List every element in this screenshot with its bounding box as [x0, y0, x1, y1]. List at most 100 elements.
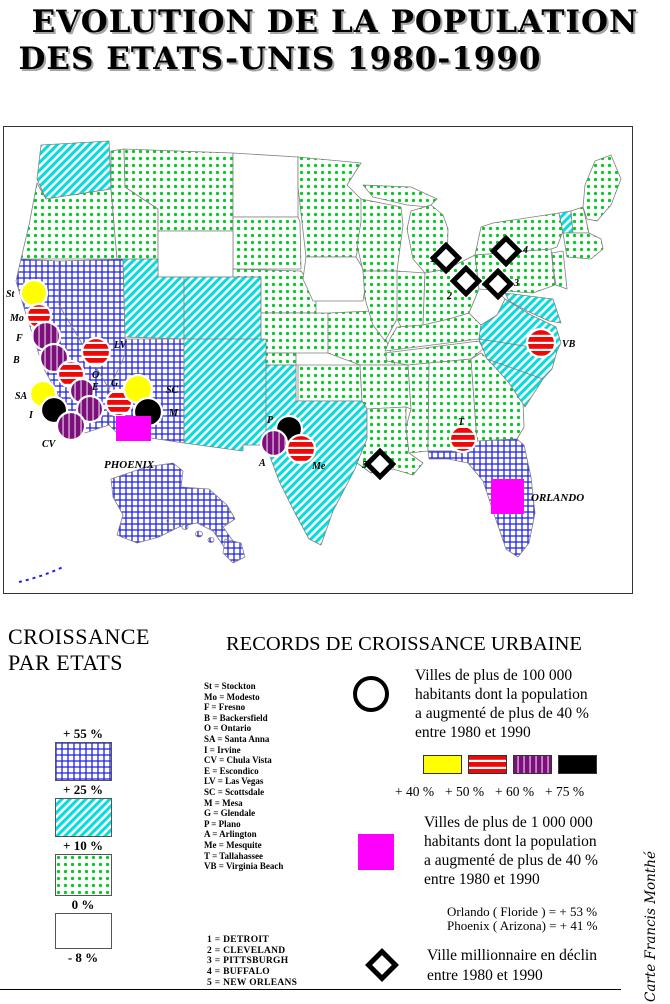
- declining-city-list: 1 = DETROIT 2 = CLEVELAND 3 = PITTSBURGH 4 …: [207, 935, 297, 989]
- city-abbreviation: SA = Santa Anna: [204, 733, 270, 744]
- million-city-icon: [358, 834, 394, 870]
- city-circle-CV: [55, 410, 87, 442]
- declining-city: 2 = CLEVELAND: [207, 945, 286, 956]
- million-rule-text: Villes de plus de 1 000 000 habitants don…: [424, 814, 598, 888]
- states-legend: + 55 % + 25 % + 10 % 0 % - 8 %: [48, 725, 118, 966]
- city-abbreviation: A = Arlington: [204, 829, 257, 840]
- map-label-3: 3: [513, 278, 519, 289]
- map-label-PHOENIX: PHOENIX: [104, 459, 155, 471]
- legend-swatch-cyan-diagonal: [54, 798, 112, 837]
- city-abbreviation: I = Irvine: [204, 744, 241, 755]
- declining-city-diamond-4: [489, 234, 523, 268]
- map-credit: Carte Francis Monthé: [643, 851, 659, 1002]
- map-label-CV: CV: [42, 439, 57, 450]
- example-phoenix: Phoenix ( Arizona) = + 41 %: [447, 917, 598, 933]
- scale-swatch-yellow: [423, 755, 462, 774]
- city-abbreviation: Mo = Modesto: [204, 691, 260, 702]
- aleutian-islands: [18, 566, 64, 583]
- page-title: EVOLUTION DE LA POPULATION DES ETATS-UNI…: [0, 4, 670, 78]
- declining-city-icon: [365, 948, 399, 982]
- map-label-A: A: [258, 458, 266, 469]
- map-label-F: F: [15, 333, 23, 344]
- city-circle-St: [19, 278, 49, 308]
- city-circle-VB: [525, 327, 557, 359]
- growth-scale-labels: + 40 % + 50 % + 60 % + 75 %: [395, 784, 587, 800]
- legend-label-25: + 25 %: [63, 782, 103, 797]
- title-line1: EVOLUTION DE LA POPULATION: [31, 4, 639, 40]
- million-city-square-phoenix: [116, 416, 151, 441]
- map-label-P: P: [267, 415, 274, 426]
- legend-swatch-green-dots: [54, 854, 112, 896]
- city-abbreviation: SC = Scottsdale: [204, 786, 265, 797]
- growth-circle-icon: [353, 676, 389, 712]
- map-label-E: E: [91, 382, 99, 393]
- city-circle-Me: [285, 433, 317, 465]
- declining-city-diamond-3: [481, 267, 515, 301]
- city-abbreviation: T = Tallahassee: [204, 850, 263, 861]
- scale-swatch-purple-stripes: [513, 755, 552, 774]
- declining-city-diamond-5: [363, 447, 397, 481]
- city-abbreviation: St = Stockton: [204, 681, 256, 691]
- declining-city: 4 = BUFFALO: [207, 967, 270, 978]
- map-label-G: G: [111, 378, 119, 389]
- legend-label-minus8: - 8 %: [67, 950, 99, 965]
- map-label-M: M: [168, 408, 179, 419]
- hawaii-islands: [166, 517, 246, 564]
- map-label-VB: VB: [562, 339, 576, 350]
- map-label-T: T: [458, 417, 465, 428]
- legend-swatch-white: [54, 913, 112, 949]
- declining-city: 5 = NEW ORLEANS: [207, 977, 298, 988]
- declining-city: 3 = PITTSBURGH: [207, 956, 289, 967]
- decline-rule-text: Ville millionnaire en déclin entre 1980 e…: [427, 947, 597, 984]
- example-orlando: Orlando ( Floride ) = + 53 %: [447, 904, 598, 919]
- million-city-examples: Orlando ( Floride ) = + 53 % Phoenix ( A…: [447, 905, 597, 932]
- declining-city-diamond-2: [449, 264, 483, 298]
- legend-label-10: + 10 %: [63, 838, 103, 853]
- declining-city: 1 = DETROIT: [207, 935, 270, 945]
- city-markers-layer: St Mo FB OE SAI CV LV G SC M P A Me T VB PHOENIX ORLANDO…: [6, 234, 584, 514]
- states-legend-title: CROISSANCE PAR ETATS: [8, 624, 150, 675]
- map-label-Mo: Mo: [9, 313, 24, 324]
- scale-label-50: + 50 %: [445, 784, 485, 799]
- map-label-SC: SC: [166, 385, 179, 396]
- map-label-B: B: [12, 355, 20, 366]
- city-abbreviation: Me = Mesquite: [204, 839, 262, 850]
- city-abbreviation: CV = Chula Vista: [204, 755, 272, 766]
- city-abbreviation: LV = Las Vegas: [204, 776, 264, 787]
- scale-label-75: + 75 %: [545, 784, 585, 799]
- us-map-frame: St Mo F B O E SA I CV LV G SC M P A Me T VB PHOENIX ORLANDO…: [3, 126, 633, 594]
- map-label-SA: SA: [15, 391, 28, 402]
- scale-label-60: + 60 %: [495, 784, 535, 799]
- legend-label-55: + 55 %: [63, 726, 103, 741]
- city-abbreviation: VB = Virginia Beach: [204, 861, 284, 872]
- map-label-5: 5: [362, 460, 367, 471]
- city-abbreviation: G = Glendale: [204, 808, 256, 819]
- map-label-O: O: [92, 370, 99, 381]
- bottom-rule: [0, 989, 621, 990]
- us-map: St Mo FB OE SAI CV LV G SC M P A Me T VB PHOENIX ORLANDO…: [6, 140, 622, 583]
- map-label-LV: LV: [113, 340, 128, 351]
- map-label-I: I: [28, 410, 34, 421]
- city-abbreviation: P = Plano: [204, 818, 241, 829]
- map-label-1: 1: [430, 254, 435, 265]
- map-label-4: 4: [522, 245, 528, 256]
- city-circle-T: [448, 424, 478, 454]
- city-circle-LV: [80, 336, 112, 368]
- million-city-square-orlando: [491, 479, 524, 514]
- city-abbreviation: O = Ontario: [204, 723, 252, 734]
- city-abbreviation: E = Escondico: [204, 765, 259, 776]
- scale-swatch-black: [558, 755, 597, 774]
- city-circle-unlabeled: [75, 394, 105, 424]
- city-circle-A: [259, 428, 289, 458]
- city-abbreviation: M = Mesa: [204, 797, 243, 808]
- city-abbreviation: B = Backersfield: [204, 712, 268, 723]
- map-label-ORLANDO: ORLANDO: [531, 492, 584, 504]
- city-abbreviation: F = Fresno: [204, 702, 246, 713]
- scale-swatch-red-stripes: [468, 755, 507, 774]
- legend-swatch-blue-crosshatch: [54, 742, 112, 781]
- title-line2: DES ETATS-UNIS 1980-1990: [18, 41, 542, 77]
- circle-rule-text: Villes de plus de 100 000 habitants dont …: [415, 667, 589, 741]
- records-title: RECORDS DE CROISSANCE URBAINE: [226, 633, 582, 655]
- map-label-St: St: [6, 289, 16, 300]
